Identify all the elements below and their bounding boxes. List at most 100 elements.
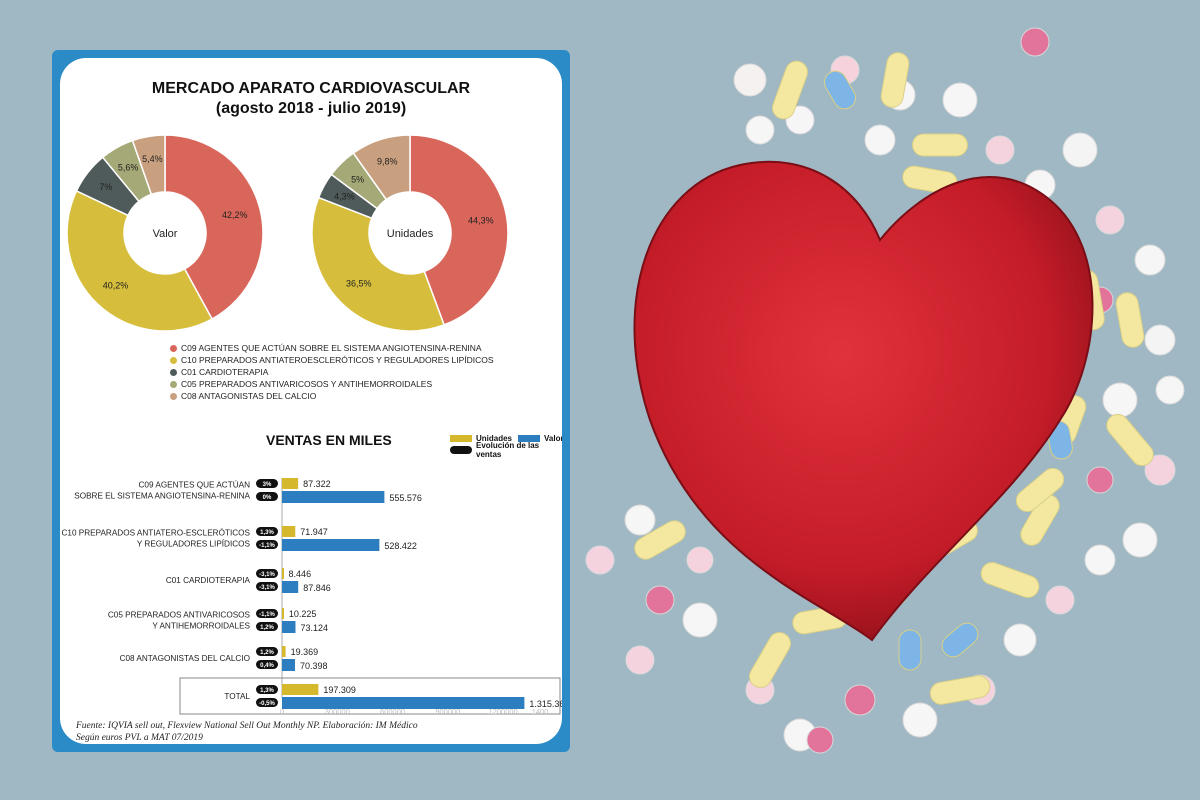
- legend-label-evolucion: Evolución de las ventas: [476, 441, 540, 459]
- pill: [942, 82, 978, 118]
- pill: [1155, 375, 1185, 405]
- bar-unidades: [282, 568, 284, 579]
- evolution-label: 1,2%: [260, 650, 274, 656]
- evolution-label: -0,5%: [259, 701, 275, 707]
- capsule-body: [824, 70, 856, 110]
- donut-slice-label: 44,3%: [468, 215, 494, 225]
- pill: [864, 124, 896, 156]
- evolution-pill: [256, 527, 278, 536]
- pill: [806, 726, 834, 754]
- donut-slice-label: 40,2%: [103, 280, 129, 290]
- bar-valor: [282, 697, 525, 709]
- bar-value-label: 10.225: [289, 609, 317, 619]
- legend-item: C01 CARDIOTERAPIA: [170, 366, 494, 378]
- evolution-pill: [256, 685, 278, 694]
- bar-value-label: 87.846: [303, 583, 331, 593]
- evolution-pill: [256, 647, 278, 656]
- legend-label: C10 PREPARADOS ANTIATEROESCLERÓTICOS Y R…: [181, 355, 494, 365]
- bar-valor: [282, 621, 296, 633]
- capsule-body: [1015, 467, 1065, 513]
- pill: [624, 504, 656, 536]
- evolution-pill: [256, 582, 278, 591]
- bar-value-label: 87.322: [303, 479, 331, 489]
- capsule: [749, 632, 791, 688]
- donut-slice-c08: [352, 134, 411, 201]
- pill: [686, 546, 714, 574]
- evolution-label: -1,1%: [259, 612, 275, 618]
- category-label: C09 AGENTES QUE ACTÚAN: [139, 480, 251, 490]
- pill: [1020, 27, 1050, 57]
- bar-value-label: 8.446: [289, 569, 312, 579]
- evolution-pill: [256, 622, 278, 631]
- donut-center-label: Valor: [153, 228, 178, 240]
- category-label: C05 PREPARADOS ANTIVARICOSOS: [108, 611, 251, 620]
- pill: [1144, 454, 1176, 486]
- evolution-pill: [256, 540, 278, 549]
- pill: [902, 702, 938, 738]
- pill: [1062, 132, 1098, 168]
- legend-item: C09 AGENTES QUE ACTÚAN SOBRE EL SISTEMA …: [170, 342, 494, 354]
- x-tick-label: 0: [280, 707, 284, 716]
- x-tick-label: 900000: [435, 707, 460, 716]
- evolution-pill: [256, 479, 278, 488]
- pill: [1134, 244, 1166, 276]
- evolution-label: 0%: [263, 495, 272, 501]
- capsule: [1115, 292, 1145, 348]
- legend-swatch-unidades: [450, 434, 472, 442]
- chart-title: MERCADO APARATO CARDIOVASCULAR: [151, 80, 471, 97]
- pill: [1095, 205, 1125, 235]
- donut-legend: C09 AGENTES QUE ACTÚAN SOBRE EL SISTEMA …: [170, 342, 494, 402]
- capsule-body: [772, 60, 808, 120]
- donut-slice-label: 5%: [351, 174, 364, 184]
- x-tick-label: 600000: [380, 707, 405, 716]
- pill: [625, 645, 655, 675]
- donut-charts: 42,2% 40,2% 7% 5,6%5,4% Valor 44,3% 36,5% 4,3% 5…: [66, 134, 509, 332]
- donut-slice-label: 5,4%: [142, 154, 163, 164]
- capsule: [1015, 467, 1065, 513]
- bar-unidades: [282, 646, 286, 657]
- pill: [1144, 324, 1176, 356]
- legend-dot: [170, 392, 177, 400]
- donut-slice-c08: [131, 134, 166, 196]
- pill: [1102, 382, 1138, 418]
- pill: [1045, 585, 1075, 615]
- capsule-body: [749, 632, 791, 688]
- legend-dot: [170, 344, 177, 352]
- evolution-pill: [256, 698, 278, 707]
- capsule-body: [1020, 494, 1060, 546]
- footer-line-1: Fuente: IQVIA sell out, Flexview Nationa…: [76, 721, 418, 731]
- pill: [1003, 623, 1037, 657]
- pill: [682, 602, 718, 638]
- capsule: [634, 520, 686, 560]
- evolution-label: 1,3%: [260, 688, 274, 694]
- donut-slice-label: 7%: [99, 182, 112, 192]
- capsule-body: [880, 52, 910, 108]
- infographic-card: MERCADO APARATO CARDIOVASCULAR (agosto 2…: [52, 50, 570, 752]
- capsule-body: [1106, 413, 1154, 467]
- evolution-label: 1,3%: [260, 530, 274, 536]
- x-tick-label: 300000: [325, 707, 350, 716]
- pill: [1086, 466, 1114, 494]
- capsule: [980, 562, 1040, 598]
- evolution-pill: [256, 569, 278, 578]
- capsule-body: [941, 622, 979, 658]
- capsule-body: [634, 520, 686, 560]
- evolution-label: -3,1%: [259, 572, 275, 578]
- capsule: [772, 60, 808, 120]
- capsule: [929, 675, 991, 705]
- x-tick-label: 1400: [532, 707, 549, 716]
- legend-label: C01 CARDIOTERAPIA: [181, 367, 269, 377]
- bar-valor: [282, 539, 380, 551]
- evolution-label: -1,1%: [259, 543, 275, 549]
- bar-value-label: 19.369: [291, 647, 319, 657]
- legend-label: C08 ANTAGONISTAS DEL CALCIO: [181, 391, 317, 401]
- evolution-label: 3%: [263, 482, 272, 488]
- evolution-label: 1,2%: [260, 625, 274, 631]
- donut-slice-c10: [66, 189, 214, 332]
- x-tick-label: 1200000: [489, 707, 518, 716]
- pill: [844, 684, 876, 716]
- capsule: [912, 133, 968, 157]
- pill: [745, 115, 775, 145]
- donut-slice-c10: [311, 196, 446, 332]
- legend-item: C05 PREPARADOS ANTIVARICOSOS Y ANTIHEMOR…: [170, 378, 494, 390]
